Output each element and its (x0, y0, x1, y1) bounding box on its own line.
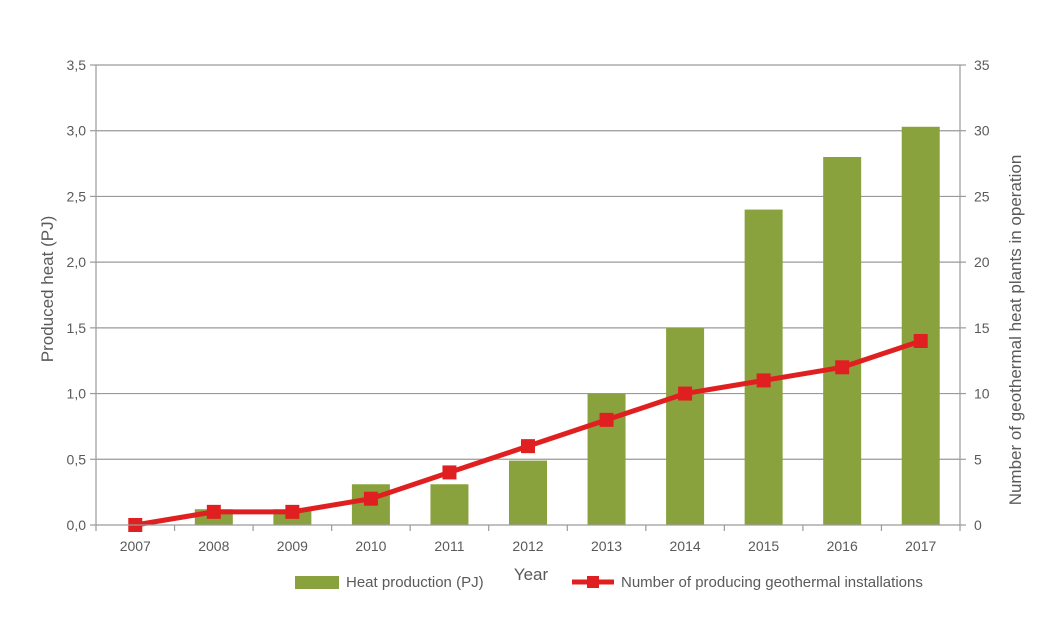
y-left-tick-label: 0,5 (67, 451, 87, 467)
x-tick-label: 2008 (198, 538, 229, 554)
line-point (206, 504, 221, 519)
y-right-tick-label: 15 (974, 320, 990, 336)
gridlines (96, 64, 960, 460)
bar (744, 209, 783, 526)
line-point (285, 504, 300, 519)
line-point (913, 334, 928, 348)
line-point (678, 386, 693, 401)
y-axis-left-title: Produced heat (PJ) (38, 216, 57, 362)
bar (430, 484, 469, 525)
x-tick-label: 2015 (748, 538, 779, 554)
y-right-tick-label: 5 (974, 451, 982, 467)
line-point (835, 360, 850, 375)
y-right-tick-label: 35 (974, 57, 990, 73)
y-right-tick-label: 0 (974, 517, 982, 533)
y-left-tick-label: 2,0 (67, 254, 87, 270)
y-left-tick-label: 3,5 (67, 57, 87, 73)
y-right-tick-label: 25 (974, 188, 990, 204)
line-point (521, 439, 535, 454)
x-tick-label: 2011 (434, 538, 464, 554)
line-point (599, 412, 614, 427)
bar (901, 126, 940, 526)
x-tick-label: 2014 (670, 538, 701, 554)
bar (823, 157, 862, 525)
y-left-tick-label: 0,0 (67, 517, 87, 533)
x-tick-label: 2016 (827, 538, 858, 554)
y-right-tick-label: 30 (974, 123, 990, 139)
line-point (442, 465, 457, 480)
legend-swatch-bar (295, 576, 339, 589)
legend: Heat production (PJ) Number of producing… (295, 574, 923, 591)
y-axis-right-title: Number of geothermal heat plants in oper… (1006, 155, 1025, 506)
legend-label-line: Number of producing geothermal installat… (621, 574, 923, 591)
y-left-tick-label: 1,5 (67, 320, 87, 336)
x-tick-label: 2013 (591, 538, 622, 554)
bar-series (194, 126, 940, 526)
bar (509, 460, 547, 525)
legend-label-bar: Heat production (PJ) (346, 574, 484, 591)
axes: 0,0 0 0,5 5 1,0 10 1,5 15 2,0 20 2,5 25 3,0 30 3,5 35 20… (67, 57, 990, 554)
y-right-tick-label: 10 (974, 386, 990, 402)
y-right-tick-label: 20 (974, 254, 990, 270)
y-left-tick-label: 1,0 (67, 386, 87, 402)
x-tick-label: 2012 (512, 538, 543, 554)
line-point (363, 491, 378, 506)
y-left-tick-label: 2,5 (67, 188, 87, 204)
x-tick-label: 2010 (355, 538, 386, 554)
y-left-tick-label: 3,0 (67, 123, 87, 139)
legend-swatch-marker (587, 576, 599, 588)
bar (666, 327, 705, 525)
x-axis-title: Year (514, 565, 549, 584)
x-tick-label: 2007 (120, 538, 151, 554)
line-point (756, 373, 771, 388)
x-tick-label: 2009 (277, 538, 308, 554)
x-tick-label: 2017 (905, 538, 936, 554)
